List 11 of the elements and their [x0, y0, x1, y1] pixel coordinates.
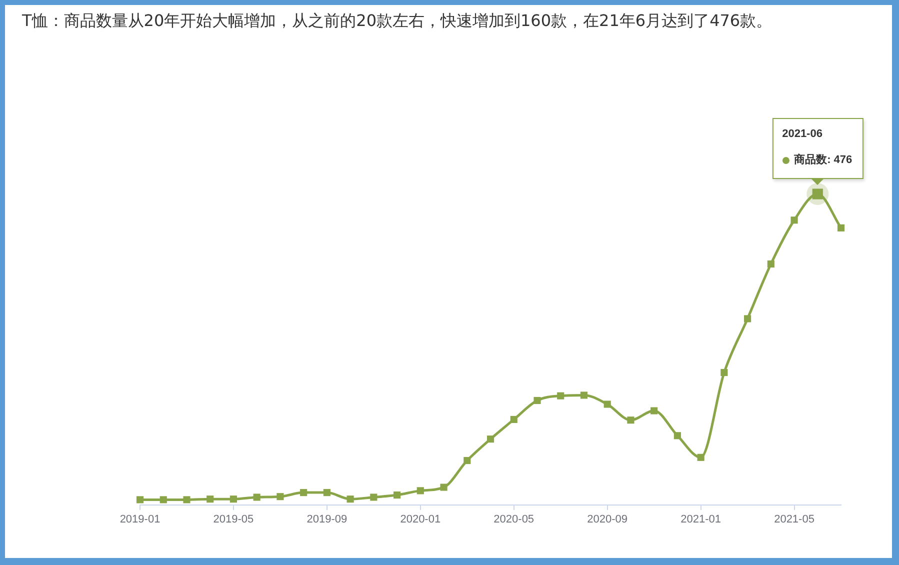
x-tick-label: 2020-01: [400, 514, 441, 526]
annotation: 商品数: 476: [794, 153, 852, 167]
x-tick-label: 2020-05: [494, 514, 534, 526]
x-tick-label: 2021-01: [680, 514, 721, 526]
chart-title: T恤：商品数量从20年开始大幅增加，从之前的20款左右，快速增加到160款，在21年6月达到了476款。: [22, 11, 772, 32]
x-tick-label: 2019-01: [120, 514, 160, 526]
x-tick-label: 2021-05: [774, 514, 814, 526]
x-tick-label: 2019-05: [213, 514, 254, 526]
callout: 2021-06 商品数: 476: [772, 118, 864, 185]
x-tick-label: 2019-09: [306, 514, 348, 526]
x-tick-label: 2020-09: [587, 514, 628, 526]
